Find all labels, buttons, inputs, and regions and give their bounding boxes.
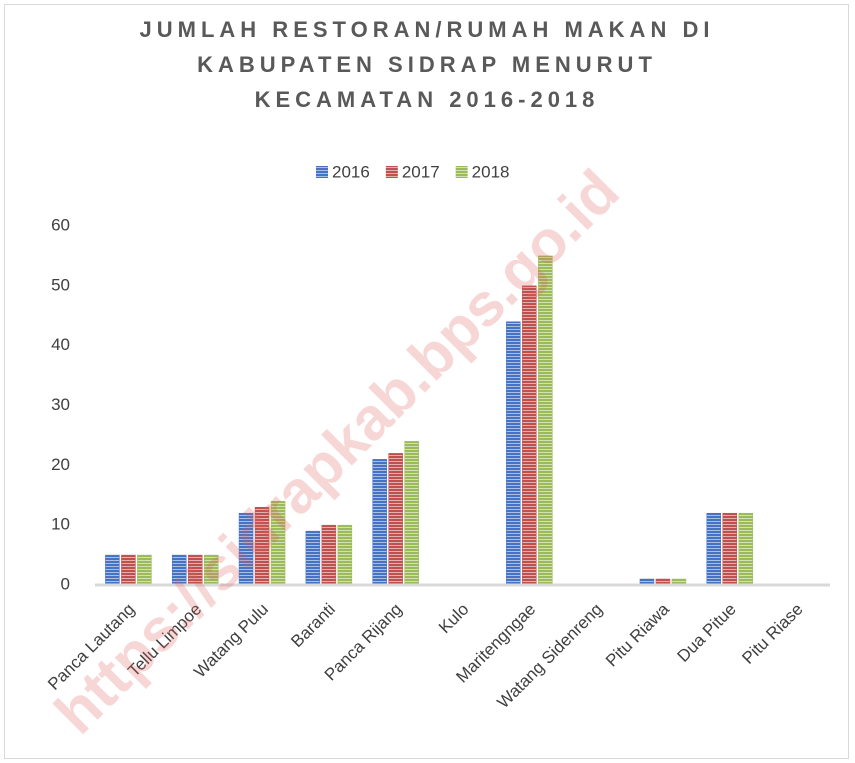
- x-tick-label: Pitu Riawa: [602, 599, 673, 670]
- bar: [321, 524, 337, 586]
- y-tick-label: 0: [61, 574, 70, 593]
- bar: [538, 255, 553, 586]
- bar: [722, 512, 738, 586]
- legend-swatch: [455, 166, 468, 178]
- y-tick-label: 50: [51, 275, 70, 294]
- chart-frame: [4, 4, 849, 759]
- bar: [522, 285, 537, 586]
- bar: [305, 530, 321, 586]
- bar: [404, 441, 419, 586]
- legend: 2016 2017 2018: [316, 162, 509, 181]
- legend-label: 2017: [402, 162, 440, 181]
- legend-swatch: [385, 166, 398, 178]
- bar: [121, 554, 136, 586]
- legend-label: 2016: [332, 162, 370, 181]
- y-tick-label: 60: [51, 215, 70, 234]
- x-tick-label: Kulo: [435, 600, 472, 637]
- legend-label: 2018: [472, 162, 510, 181]
- y-tick-label: 10: [51, 515, 70, 534]
- bar: [506, 321, 521, 586]
- bar: [137, 554, 152, 586]
- x-tick-label: Baranti: [287, 600, 339, 652]
- bar: [337, 524, 353, 586]
- x-tick-label: Pitu Riase: [738, 600, 806, 668]
- chart-title: JUMLAH RESTORAN/RUMAH MAKAN DI KABUPATEN…: [139, 17, 715, 112]
- x-tick-label: Dua Pitue: [674, 600, 740, 666]
- bar: [388, 453, 403, 586]
- y-tick-label: 40: [51, 335, 70, 354]
- bar: [706, 512, 722, 586]
- legend-swatch: [316, 166, 328, 178]
- bar: [738, 512, 754, 586]
- bar: [105, 554, 120, 586]
- y-tick-label: 30: [51, 395, 70, 414]
- y-tick-label: 20: [51, 455, 70, 474]
- bar: [372, 459, 387, 586]
